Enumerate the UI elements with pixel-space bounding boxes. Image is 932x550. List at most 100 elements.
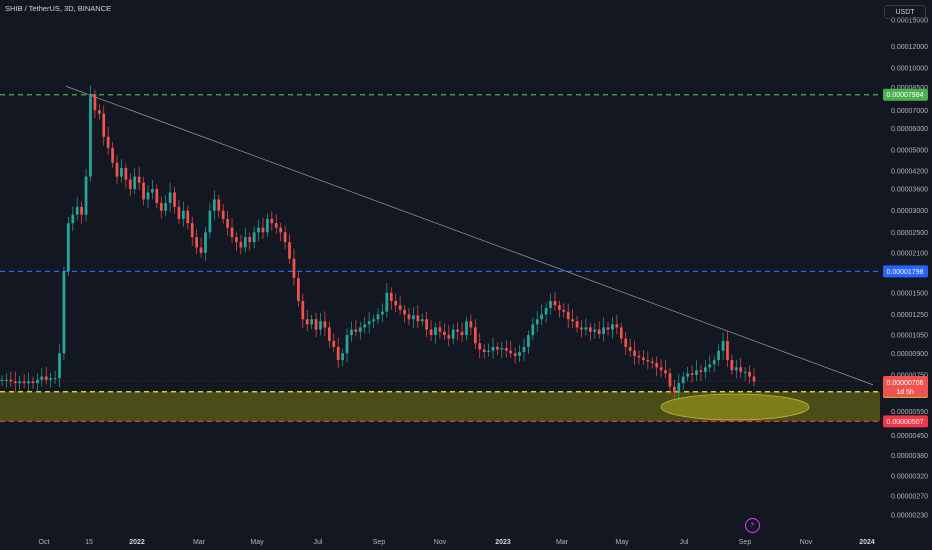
candle-body — [13, 381, 17, 384]
candle-body — [159, 203, 163, 211]
candle-body — [743, 371, 747, 373]
y-tick-label: 0.00008500 — [891, 85, 928, 92]
y-tick-label: 0.00000320 — [891, 473, 928, 480]
candle-body — [305, 319, 309, 325]
candle-body — [239, 242, 243, 248]
x-tick-label: Nov — [800, 539, 813, 546]
candle-body — [655, 362, 659, 368]
candle-body — [549, 300, 552, 308]
y-tick-label: 0.00000750 — [891, 372, 928, 379]
candle-body — [668, 373, 672, 387]
candle-body — [97, 110, 101, 114]
candle-body — [673, 386, 676, 392]
x-tick-label: Jul — [314, 539, 323, 546]
candle-body — [288, 242, 291, 259]
y-tick-label: 0.00000450 — [891, 433, 928, 440]
y-tick-label: 0.00007000 — [891, 108, 928, 115]
y-tick-label: 0.00010000 — [891, 66, 928, 73]
level-badge — [883, 88, 928, 101]
candle-body — [416, 315, 420, 322]
y-tick-label: 0.00001250 — [891, 312, 928, 319]
candle-body — [367, 321, 371, 325]
candle-body — [266, 218, 269, 233]
candle-body — [327, 327, 331, 341]
candle-body — [332, 340, 336, 347]
candle-body — [381, 311, 384, 315]
candle-body — [465, 321, 468, 336]
candle-body — [124, 168, 128, 180]
support-highlight-ellipse — [660, 393, 810, 421]
candle-body — [319, 321, 322, 330]
candle-body — [27, 381, 30, 384]
candle-body — [664, 370, 667, 374]
candle-body — [398, 305, 402, 310]
candle-body — [584, 327, 588, 330]
candle-body — [22, 381, 26, 384]
x-tick-label: May — [615, 539, 629, 546]
candle-body — [606, 327, 610, 330]
candle-body — [504, 348, 508, 351]
candle-body — [527, 335, 530, 347]
candle-body — [611, 324, 614, 330]
candle-body — [407, 314, 411, 320]
candle-body — [429, 329, 433, 336]
candle-body — [102, 113, 106, 137]
y-tick-label: 0.00000900 — [891, 351, 928, 358]
candles — [0, 85, 756, 401]
countdown-label: 1d 5h — [896, 389, 914, 396]
candle-body — [301, 300, 305, 320]
candle-body — [146, 192, 150, 200]
candle-body — [230, 227, 234, 238]
candle-body — [650, 361, 654, 363]
candle-body — [261, 227, 265, 233]
candle-body — [155, 189, 159, 204]
y-tick-label: 0.00003600 — [891, 187, 928, 194]
x-tick-label: Oct — [39, 539, 50, 546]
candle-body — [323, 321, 327, 328]
candle-body — [341, 353, 344, 361]
candle-body — [734, 367, 738, 371]
candle-body — [681, 376, 685, 384]
candle-body — [372, 319, 375, 322]
candle-body — [628, 346, 632, 351]
candle-body — [252, 232, 256, 243]
candle-body — [659, 367, 663, 371]
candle-body — [571, 319, 575, 322]
candle-body — [142, 182, 145, 200]
candle-body — [9, 379, 13, 382]
candle-body — [469, 321, 473, 328]
candle-body — [270, 218, 274, 224]
candle-body — [403, 309, 406, 315]
candle-body — [89, 94, 92, 177]
candle-body — [575, 321, 579, 328]
candle-body — [66, 223, 70, 272]
candle-body — [71, 214, 75, 224]
candle-body — [708, 364, 712, 368]
candle-body — [642, 357, 645, 361]
y-tick-label: 0.00006000 — [891, 126, 928, 133]
candle-body — [0, 379, 4, 381]
candle-body — [208, 210, 212, 233]
currency-unit-button[interactable]: USDT — [884, 5, 926, 19]
candle-body — [58, 353, 61, 379]
candle-body — [292, 258, 296, 278]
candle-body — [686, 373, 690, 377]
lightning-icon[interactable]: ⚡ — [745, 518, 760, 533]
candle-body — [75, 206, 79, 215]
candle-body — [310, 319, 314, 325]
x-tick-label: 2023 — [495, 539, 511, 546]
candle-body — [137, 176, 141, 183]
candle-body — [40, 376, 44, 380]
candle-body — [703, 367, 707, 372]
candle-body — [562, 309, 566, 312]
candle-body — [151, 189, 154, 193]
candle-body — [314, 319, 318, 330]
candle-body — [190, 223, 194, 238]
candle-body — [243, 237, 247, 248]
candle-body — [49, 378, 53, 380]
candle-body — [297, 277, 300, 301]
candle-body — [350, 329, 353, 336]
y-tick-label: 0.00005000 — [891, 148, 928, 155]
candle-body — [199, 247, 203, 253]
